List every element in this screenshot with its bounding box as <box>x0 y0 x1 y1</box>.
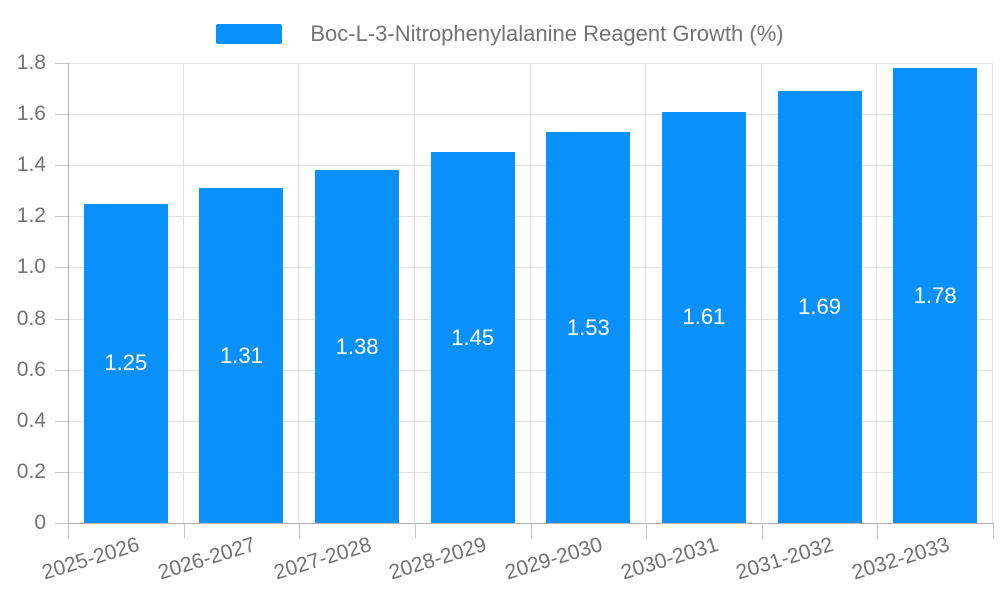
x-tick-label: 2025-2026 <box>39 533 143 585</box>
legend-swatch <box>216 24 283 44</box>
y-tick-mark <box>55 523 68 524</box>
y-tick-mark <box>55 63 68 64</box>
bar-value-label: 1.78 <box>913 282 957 308</box>
y-tick-mark <box>55 318 68 320</box>
x-tick-mark <box>183 523 185 538</box>
y-tick-label: 0.4 <box>16 408 46 432</box>
bar-value-label: 1.45 <box>451 324 495 350</box>
bar[interactable] <box>83 203 168 523</box>
bar[interactable] <box>315 170 400 523</box>
gridline-horizontal <box>68 216 993 218</box>
y-tick-label: 1.6 <box>16 102 46 126</box>
x-tick-label: 2026-2027 <box>155 533 259 585</box>
bar[interactable] <box>430 152 515 523</box>
x-tick-mark <box>761 523 763 538</box>
gridline-horizontal <box>68 267 993 269</box>
x-tick-mark <box>877 523 879 538</box>
x-tick-label: 2027-2028 <box>271 533 374 585</box>
gridline-horizontal <box>68 420 993 422</box>
x-tick-mark <box>530 523 532 538</box>
bar-value-label: 1.25 <box>104 350 148 376</box>
x-tick-label: 2030-2031 <box>617 533 721 585</box>
x-tick-mark <box>414 523 416 538</box>
gridline-horizontal <box>68 114 993 116</box>
gridline-vertical <box>992 63 993 523</box>
plot-area: 1.25 1.31 1.38 1.45 1.53 1.61 1.69 1.78 <box>68 63 993 524</box>
bar-value-label: 1.53 <box>566 314 610 340</box>
gridline-horizontal <box>68 318 993 320</box>
bar-value-label: 1.38 <box>335 333 379 359</box>
x-tick-label: 2029-2030 <box>502 533 606 585</box>
bar-value-label: 1.61 <box>682 304 726 330</box>
x-tick-mark <box>68 523 69 538</box>
x-tick-mark <box>299 523 301 538</box>
bar-value-label: 1.31 <box>220 342 263 368</box>
gridline-vertical <box>298 63 300 523</box>
y-tick-label: 1.0 <box>16 255 46 279</box>
y-tick-mark <box>55 267 68 269</box>
y-tick-label: 1.4 <box>16 153 46 177</box>
bar[interactable] <box>546 132 631 523</box>
y-axis-line <box>68 63 69 523</box>
gridline-horizontal <box>68 165 993 167</box>
bar[interactable] <box>199 188 284 523</box>
y-tick-label: 0.2 <box>16 459 46 483</box>
x-tick-mark <box>993 523 994 538</box>
bar-value-label: 1.69 <box>798 294 841 320</box>
bar[interactable] <box>893 68 978 523</box>
y-tick-label: 0.8 <box>16 306 46 330</box>
y-tick-mark <box>55 420 68 422</box>
gridline-horizontal <box>68 369 993 371</box>
gridline-vertical <box>413 63 415 523</box>
x-tick-label: 2032-2033 <box>849 533 952 585</box>
y-tick-label: 1.2 <box>16 204 46 228</box>
gridline-vertical <box>182 63 184 523</box>
y-tick-label: 0.6 <box>16 357 46 381</box>
gridline-vertical <box>760 63 762 523</box>
gridline-horizontal <box>68 471 993 473</box>
x-tick-label: 2031-2032 <box>733 533 837 585</box>
x-tick-mark <box>646 523 648 538</box>
bar[interactable] <box>777 91 862 523</box>
gridline-vertical <box>529 63 531 523</box>
y-tick-mark <box>55 165 68 167</box>
y-tick-mark <box>55 369 68 371</box>
legend-label: Boc-L-3-Nitrophenylalanine Reagent Growt… <box>310 21 784 46</box>
y-tick-mark <box>55 216 68 218</box>
x-tick-label: 2028-2029 <box>386 533 490 585</box>
legend-item[interactable]: Boc-L-3-Nitrophenylalanine Reagent Growt… <box>0 14 1000 54</box>
bar[interactable] <box>661 111 746 523</box>
gridline-horizontal <box>68 63 993 64</box>
y-tick-label: 1.8 <box>16 51 46 74</box>
y-tick-mark <box>55 114 68 116</box>
y-tick-label: 0 <box>34 511 46 534</box>
gridline-vertical <box>876 63 878 523</box>
gridline-vertical <box>645 63 647 523</box>
y-tick-mark <box>55 471 68 473</box>
